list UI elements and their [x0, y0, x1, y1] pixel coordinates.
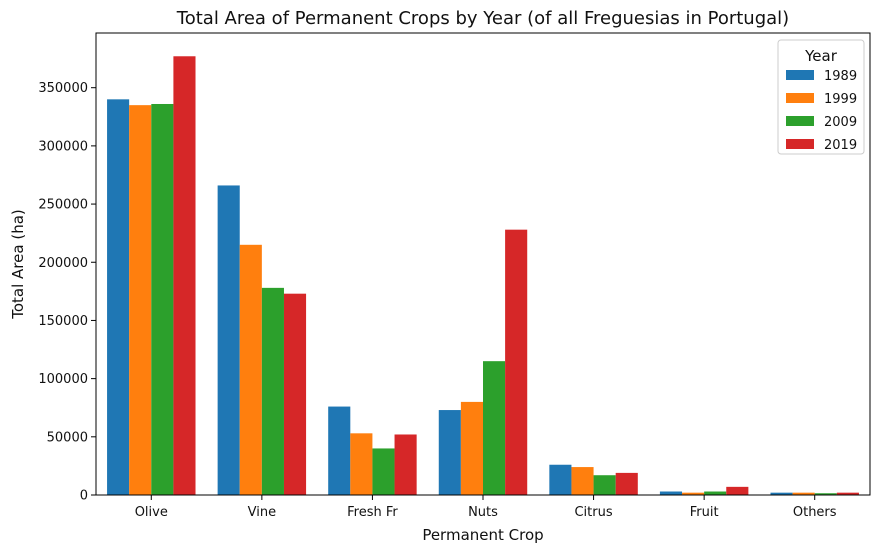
bar-1999-fresh-fr	[350, 433, 373, 495]
bar-1989-fruit	[659, 491, 683, 495]
bar-2009-citrus	[593, 475, 616, 495]
bar-2019-fruit	[726, 486, 749, 495]
x-tick-label: Citrus	[574, 505, 612, 520]
legend-swatch-1989	[786, 70, 814, 80]
bar-2009-others	[814, 493, 837, 495]
bar-2009-fruit	[704, 491, 727, 495]
x-tick-label: Fresh Fr	[347, 505, 398, 520]
bar-1999-vine	[239, 244, 262, 495]
y-tick-label: 350000	[38, 81, 88, 96]
y-tick-label: 300000	[38, 139, 88, 154]
bar-2019-citrus	[615, 472, 638, 495]
legend-label-2019: 2019	[824, 138, 857, 153]
y-tick-label: 100000	[38, 372, 88, 387]
bar-2009-fresh-fr	[372, 448, 395, 495]
bar-2019-fresh-fr	[394, 434, 417, 495]
y-tick-label: 50000	[47, 430, 88, 445]
bar-1989-nuts	[438, 410, 461, 495]
y-tick-label: 0	[80, 489, 88, 504]
bar-1989-vine	[217, 185, 240, 495]
bar-2019-nuts	[505, 229, 528, 496]
legend: Year 1989 1999 2009 2019	[777, 39, 865, 155]
y-tick-label: 150000	[38, 314, 88, 329]
legend-swatch-2009	[786, 116, 814, 126]
bars-group	[107, 56, 859, 496]
bar-2009-vine	[261, 287, 284, 495]
legend-swatch-2019	[786, 139, 814, 149]
bar-1999-nuts	[460, 401, 483, 495]
y-axis-label: Total Area (ha)	[9, 209, 27, 320]
legend-swatch-1999	[786, 93, 814, 103]
bar-2009-olive	[151, 103, 174, 496]
legend-label-2009: 2009	[824, 115, 857, 130]
x-axis-label: Permanent Crop	[422, 526, 543, 544]
legend-label-1989: 1989	[824, 69, 857, 84]
bar-2019-others	[836, 492, 859, 495]
x-tick-label: Nuts	[468, 505, 498, 520]
bar-2019-vine	[283, 293, 307, 495]
bar-1999-olive	[129, 105, 152, 496]
bar-1999-others	[792, 492, 815, 495]
bar-2009-nuts	[483, 361, 506, 495]
legend-label-1999: 1999	[824, 92, 857, 107]
bar-1999-citrus	[571, 467, 594, 495]
bar-1999-fruit	[682, 492, 705, 495]
x-tick-label: Vine	[248, 505, 276, 520]
x-tick-label: Others	[793, 505, 837, 520]
y-tick-label: 200000	[38, 256, 88, 271]
legend-title: Year	[804, 47, 838, 65]
bar-2019-olive	[173, 56, 196, 496]
axes-group: 0 50000 100000 150000 200000 250000 300000 3500…	[38, 32, 871, 520]
bar-1989-citrus	[549, 464, 572, 495]
bar-1989-others	[770, 492, 793, 495]
x-tick-label: Fruit	[690, 505, 719, 520]
bar-1989-olive	[107, 99, 130, 495]
x-tick-label: Olive	[135, 505, 168, 520]
chart-title: Total Area of Permanent Crops by Year (o…	[176, 8, 789, 29]
y-tick-label: 250000	[38, 198, 88, 213]
bar-1989-fresh-fr	[328, 406, 351, 495]
